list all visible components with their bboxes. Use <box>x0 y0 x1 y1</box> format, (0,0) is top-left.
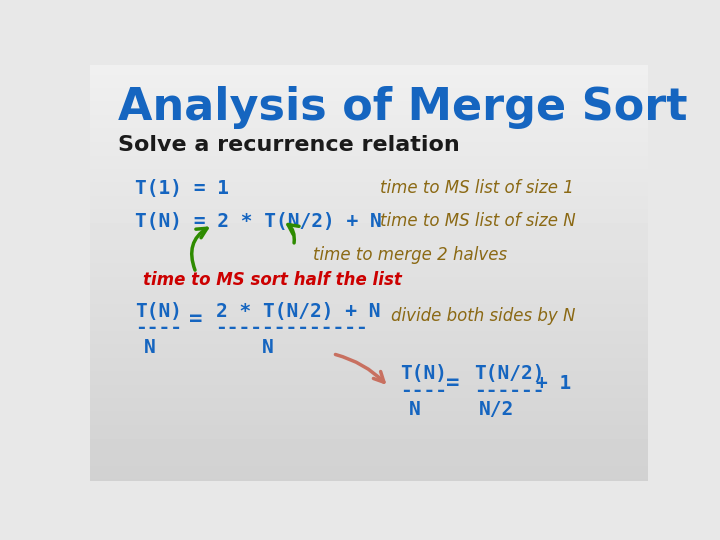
Text: T(N) = 2 * T(N/2) + N: T(N) = 2 * T(N/2) + N <box>135 212 382 232</box>
Text: Solve a recurrence relation: Solve a recurrence relation <box>118 136 459 156</box>
Text: time to MS sort half the list: time to MS sort half the list <box>143 271 402 288</box>
FancyArrowPatch shape <box>288 225 299 243</box>
Text: N/2: N/2 <box>479 400 514 419</box>
Text: 2 * T(N/2) + N: 2 * T(N/2) + N <box>215 301 380 321</box>
Text: T(N): T(N) <box>400 364 446 383</box>
Text: N: N <box>144 338 156 357</box>
Text: N: N <box>409 400 421 419</box>
Text: ------: ------ <box>474 381 544 400</box>
Text: Analysis of Merge Sort: Analysis of Merge Sort <box>118 85 687 129</box>
Text: divide both sides by N: divide both sides by N <box>392 307 576 325</box>
Text: T(N): T(N) <box>135 301 181 321</box>
Text: T(1) = 1: T(1) = 1 <box>135 179 229 198</box>
Text: + 1: + 1 <box>536 374 572 393</box>
Text: time to merge 2 halves: time to merge 2 halves <box>313 246 508 264</box>
FancyArrowPatch shape <box>336 354 384 382</box>
Text: ----: ---- <box>135 318 181 337</box>
Text: time to MS list of size N: time to MS list of size N <box>380 212 576 231</box>
Text: -------------: ------------- <box>215 318 369 337</box>
Text: =: = <box>189 309 203 329</box>
Text: N: N <box>262 338 274 357</box>
Text: ----: ---- <box>400 381 446 400</box>
FancyArrowPatch shape <box>192 228 207 270</box>
Text: time to MS list of size 1: time to MS list of size 1 <box>380 179 574 197</box>
Text: =: = <box>446 373 459 393</box>
Text: T(N/2): T(N/2) <box>474 364 544 383</box>
